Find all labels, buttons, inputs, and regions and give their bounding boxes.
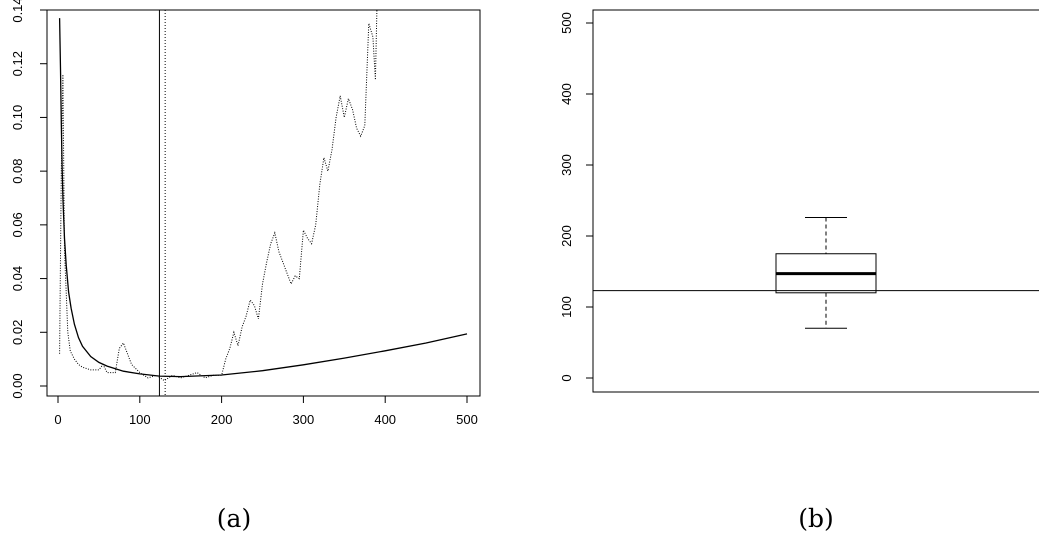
series-line-solid <box>58 18 468 378</box>
x-tick-label: 100 <box>129 412 151 427</box>
y-tick-label: 0.10 <box>10 105 25 130</box>
y-tick-label: 0.06 <box>10 212 25 237</box>
panel-a-line-chart: 0 100 200 300 400 500 0.00 0.02 0.04 0.06 0.08 0.10… <box>10 0 481 427</box>
y-tick-label: 0.02 <box>10 320 25 345</box>
panel-a-plot-area <box>58 10 468 396</box>
y-tick-label: 500 <box>559 12 574 34</box>
y-tick-label: 300 <box>559 154 574 176</box>
y-tick-label: 0.04 <box>10 266 25 291</box>
y-tick-label: 0.08 <box>10 158 25 183</box>
y-tick-label: 0.14 <box>10 0 25 23</box>
panel-label-a: (a) <box>217 504 251 533</box>
x-tick-label: 200 <box>211 412 233 427</box>
panel-label-b: (b) <box>798 504 834 533</box>
y-tick-label: 200 <box>559 225 574 247</box>
panel-a-frame <box>46 9 481 397</box>
series-line-dotted <box>59 10 378 382</box>
panel-b-boxplot: 0 100 200 300 400 500 <box>559 9 1039 393</box>
y-tick-label: 400 <box>559 83 574 105</box>
x-tick-label: 300 <box>293 412 315 427</box>
x-tick-label: 0 <box>54 412 61 427</box>
panel-b-frame <box>592 9 1039 393</box>
x-tick-label: 400 <box>374 412 396 427</box>
y-tick-label: 0 <box>559 374 574 381</box>
y-tick-label: 0.12 <box>10 51 25 76</box>
y-tick-label: 100 <box>559 296 574 318</box>
x-tick-label: 500 <box>456 412 478 427</box>
y-tick-label: 0.00 <box>10 373 25 398</box>
